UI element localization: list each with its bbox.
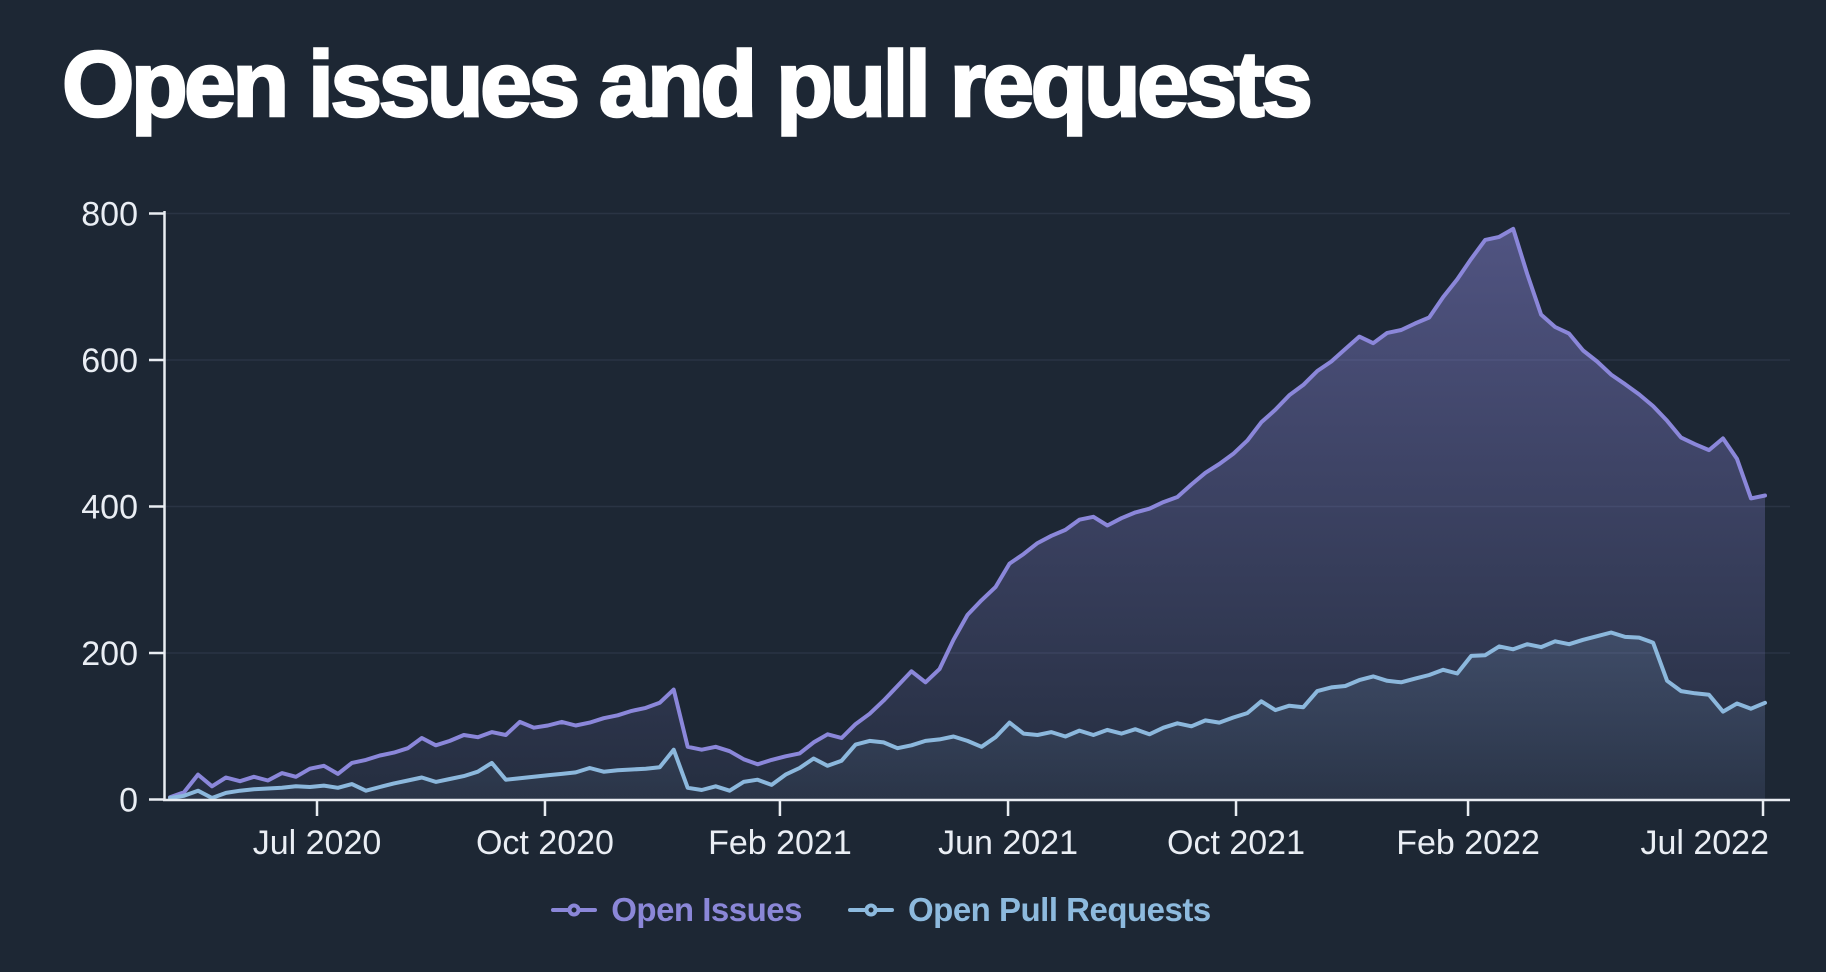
open-issues-area [170,228,1765,800]
open-pull-requests-line [168,630,1767,800]
x-axis-tick-label-2: Feb 2021 [708,824,852,862]
y-axis-tick-label-400: 400 [81,489,138,527]
legend-label-open-issues: Open Issues [611,891,802,928]
x-axis-tick-label-3: Jun 2021 [938,824,1078,862]
open-issues-legend-marker-icon [551,903,598,917]
x-axis-tick-label-6: Jul 2022 [1640,824,1769,862]
y-axis-tick-label-200: 200 [81,635,138,673]
legend-label-open-pull-requests: Open Pull Requests [908,891,1211,928]
open-issues-line [168,226,1767,800]
chart-title: Open issues and pull requests [61,32,1314,136]
x-axis-tick-label-4: Oct 2021 [1167,824,1305,862]
legend-item-open-pull-requests[interactable]: Open Pull Requests [848,891,1211,929]
y-axis-tick-label-800: 800 [81,196,138,234]
chart-legend: Open Issues Open Pull Requests [0,884,1826,936]
open-issues-legend-dot-icon [567,903,581,917]
x-axis-tick-label-1: Oct 2020 [476,824,614,862]
open-pull-requests-legend-marker-icon [848,903,894,917]
x-axis-tick-label-5: Feb 2022 [1396,824,1540,862]
y-axis-tick-label-600: 600 [81,342,138,380]
legend-item-open-issues[interactable]: Open Issues [551,891,802,929]
y-axis-tick-label-0: 0 [119,782,138,820]
open-pull-requests-legend-dot-icon [864,903,878,917]
open-pull-requests-area [170,632,1765,800]
x-axis-tick-label-0: Jul 2020 [253,824,382,862]
